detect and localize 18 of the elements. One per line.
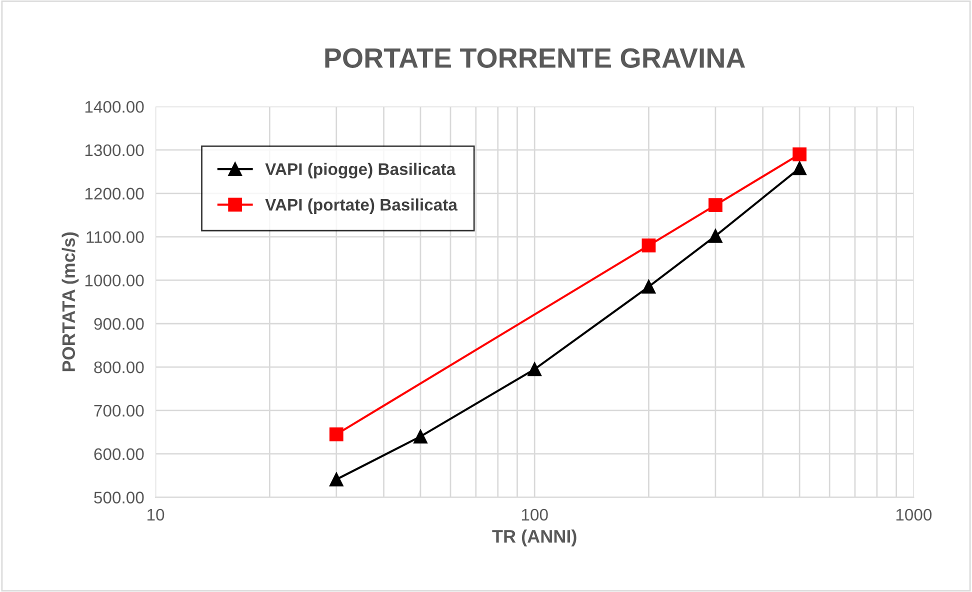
y-tick-label: 1100.00	[86, 231, 144, 244]
x-tick-label: 10	[148, 508, 164, 521]
x-tick-label: 1000	[896, 508, 932, 521]
chart-title: PORTATE TORRENTE GRAVINA	[325, 48, 746, 68]
x-tick-label: 100	[522, 508, 548, 521]
y-tick-label: 600.00	[94, 448, 144, 460]
x-axis-title: TR (ANNI)	[492, 529, 576, 546]
y-tick-label: 700.00	[94, 404, 144, 417]
y-tick-label: 1300.00	[85, 144, 144, 156]
y-tick-label: 500.00	[94, 492, 144, 504]
y-tick-label: 1000.00	[85, 274, 144, 286]
y-tick-label: 1200.00	[85, 188, 144, 200]
y-tick-label: 1400.00	[85, 100, 144, 113]
legend-label: VAPI (portate) Basilicata	[265, 198, 458, 214]
y-tick-label: 800.00	[94, 361, 144, 374]
y-axis-title: PORTATA (mc/s)	[62, 232, 79, 372]
legend-label: VAPI (piogge) Basilicata	[265, 162, 456, 178]
y-tick-label: 900.00	[94, 318, 144, 330]
